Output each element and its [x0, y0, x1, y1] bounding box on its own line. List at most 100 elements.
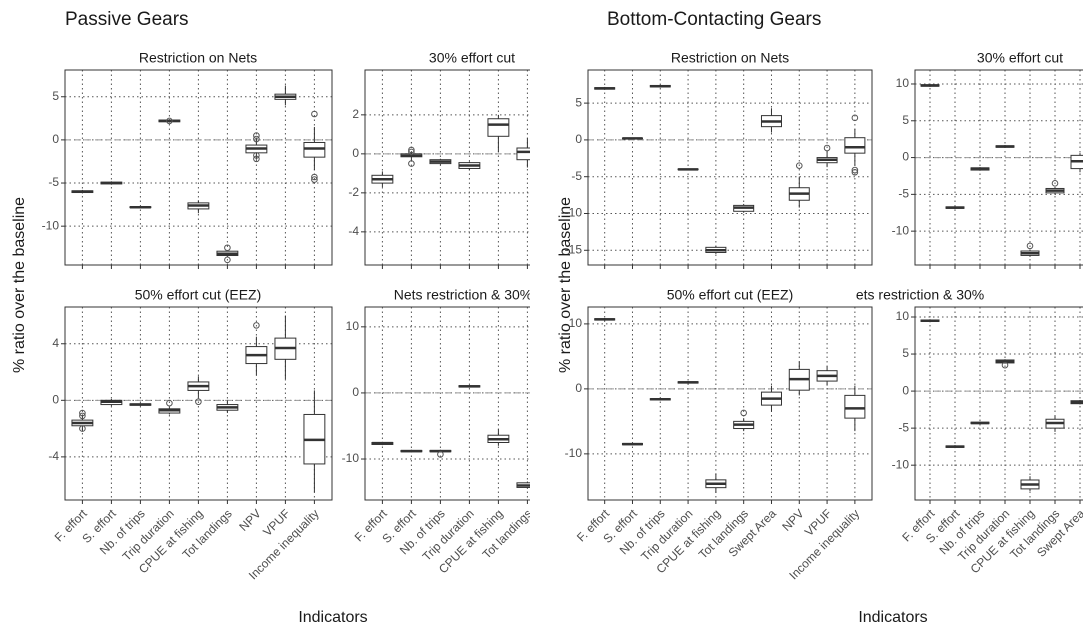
- panel-border: [587, 69, 873, 266]
- outlier: [79, 409, 86, 417]
- y-tick-label: -5: [48, 175, 59, 189]
- panel-title: 50% effort cut (EEZ): [135, 287, 262, 303]
- outlier: [79, 412, 86, 420]
- box: [516, 147, 530, 161]
- y-tick-label: 0: [575, 132, 582, 146]
- panel-background: [365, 70, 530, 265]
- panel-border: [914, 69, 1083, 266]
- box: [844, 137, 866, 154]
- panel-title: 30% effort cut: [977, 50, 1063, 66]
- outlier: [253, 135, 260, 143]
- panel-border: [914, 306, 1083, 501]
- outlier: [1051, 180, 1059, 187]
- panel-title: Restriction on Nets: [139, 50, 257, 66]
- panel-border: [587, 306, 873, 501]
- y-tick-label: -15: [565, 242, 583, 256]
- outlier: [1001, 361, 1009, 369]
- y-tick-label: 0: [352, 385, 359, 399]
- outlier: [166, 399, 173, 407]
- y-tick-label: 0: [52, 392, 59, 406]
- outlier: [1026, 242, 1034, 250]
- y-tick-label: 5: [575, 95, 582, 109]
- panel-border: [64, 306, 333, 501]
- panel: 30% effort cut -4 -2 0 2: [348, 50, 530, 269]
- y-tick-label: -4: [48, 449, 59, 463]
- outlier: [253, 155, 260, 163]
- outlier: [311, 110, 318, 118]
- box: [844, 394, 866, 419]
- panel-title: 30% effort cut: [429, 50, 515, 66]
- box: [487, 118, 510, 137]
- y-tick-label: 4: [52, 336, 59, 350]
- outlier: [408, 146, 415, 154]
- y-tick-label: -5: [898, 420, 909, 434]
- outlier: [851, 166, 859, 174]
- group-title: Bottom-Contacting Gears: [607, 9, 821, 30]
- group-title: Passive Gears: [65, 9, 189, 30]
- panel-background: [588, 70, 872, 265]
- panel: 30% effort cut -10 -5 0 5 10: [892, 50, 1083, 269]
- y-axis-label: % ratio over the baseline: [11, 197, 28, 373]
- outlier: [166, 117, 173, 125]
- outlier: [311, 176, 318, 183]
- y-tick-label: -10: [42, 218, 60, 232]
- y-tick-label: 0: [902, 383, 909, 397]
- outlier: [795, 162, 803, 169]
- panel-border: [64, 69, 333, 266]
- outlier: [79, 425, 86, 432]
- y-tick-label: -10: [565, 206, 583, 220]
- y-tick-label: -4: [348, 224, 359, 238]
- y-tick-label: -10: [892, 223, 910, 237]
- x-axis-label: Indicators: [298, 609, 367, 626]
- y-tick-label: 5: [52, 89, 59, 103]
- y-tick-label: 0: [52, 132, 59, 146]
- outlier: [253, 322, 260, 329]
- x-axis-label: Indicators: [858, 609, 927, 626]
- panel-background: [365, 307, 530, 500]
- y-tick-label: -10: [565, 446, 583, 460]
- outlier: [851, 114, 859, 122]
- panel-title: Restriction on Nets: [671, 50, 789, 66]
- y-tick-label: -10: [892, 457, 910, 471]
- y-tick-label: -5: [898, 187, 909, 201]
- outlier: [253, 132, 260, 139]
- outlier: [823, 144, 831, 152]
- panel-title: 50% effort cut (EEZ): [667, 287, 794, 303]
- panel-title: Nets restriction & 30%: [394, 287, 533, 303]
- outlier: [740, 409, 747, 417]
- panel-background: [915, 70, 1083, 265]
- y-tick-label: 0: [352, 146, 359, 160]
- outlier: [224, 256, 231, 264]
- y-tick-label: 2: [352, 107, 359, 121]
- y-tick-label: -5: [571, 169, 582, 183]
- outlier: [311, 173, 318, 181]
- y-tick-label: 10: [896, 309, 910, 323]
- y-tick-label: 0: [575, 381, 582, 395]
- y-axis-label: % ratio over the baseline: [557, 197, 574, 373]
- panel: Restriction on Nets -10 -5 0 5: [42, 50, 333, 269]
- panel-title: Nets restriction & 30%: [846, 287, 985, 303]
- y-tick-label: -10: [342, 451, 360, 465]
- outlier: [437, 451, 444, 458]
- outlier: [408, 160, 415, 167]
- y-tick-label: 10: [569, 316, 583, 330]
- y-tick-label: -2: [348, 185, 359, 199]
- y-tick-label: 10: [896, 76, 910, 90]
- y-tick-label: 5: [902, 113, 909, 127]
- panel-border: [364, 69, 530, 266]
- box: [303, 141, 326, 158]
- panel: Restriction on Nets -15 -10 -5 0 5: [565, 50, 873, 269]
- outlier: [408, 148, 415, 156]
- y-tick-label: 10: [346, 319, 360, 333]
- outlier: [253, 152, 260, 159]
- panel-background: [915, 307, 1083, 500]
- panel-border: [364, 306, 530, 501]
- outlier: [851, 168, 859, 176]
- panel-background: [588, 307, 872, 500]
- y-tick-label: 0: [902, 150, 909, 164]
- outlier: [195, 398, 202, 406]
